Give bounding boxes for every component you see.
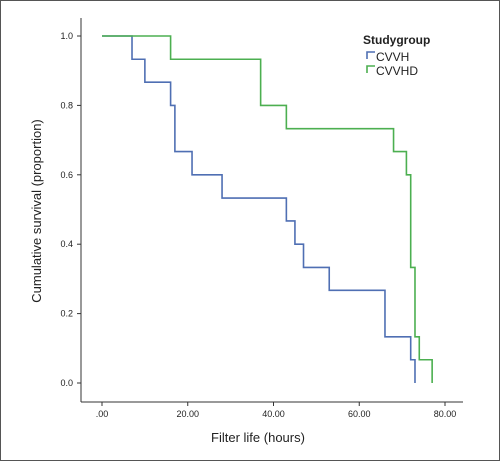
series-line-cvvhd xyxy=(102,35,433,383)
y-tick-label: 0.4 xyxy=(60,239,73,249)
series-line-cvvh xyxy=(102,35,416,383)
legend-swatch-cvvh xyxy=(366,51,375,59)
x-tick-label: 40.00 xyxy=(262,409,285,419)
x-tick-label: .00 xyxy=(96,409,109,419)
x-tick-label: 20.00 xyxy=(176,409,199,419)
legend-label-cvvh: CVVH xyxy=(376,50,409,64)
legend-swatch-cvvhd xyxy=(366,65,375,73)
y-tick-label: 1.0 xyxy=(60,31,73,41)
x-tick-label: 60.00 xyxy=(348,409,371,419)
y-tick-label: 0.8 xyxy=(60,100,73,110)
series-layer xyxy=(102,35,433,383)
x-axis-title: Filter life (hours) xyxy=(211,430,305,445)
y-tick-label: 0.2 xyxy=(60,309,73,319)
y-tick-label: 0.0 xyxy=(60,378,73,388)
legend-label-cvvhd: CVVHD xyxy=(376,64,418,78)
legend-title: Studygroup xyxy=(363,33,430,47)
y-axis-title: Cumulative survival (proportion) xyxy=(29,119,44,303)
y-tick-label: 0.6 xyxy=(60,170,73,180)
chart-axes: 0.0 0.2 0.4 0.6 0.8 1.0 .00 20.00 40.00 60.00 80.0… xyxy=(60,18,463,419)
x-tick-label: 80.00 xyxy=(434,409,457,419)
